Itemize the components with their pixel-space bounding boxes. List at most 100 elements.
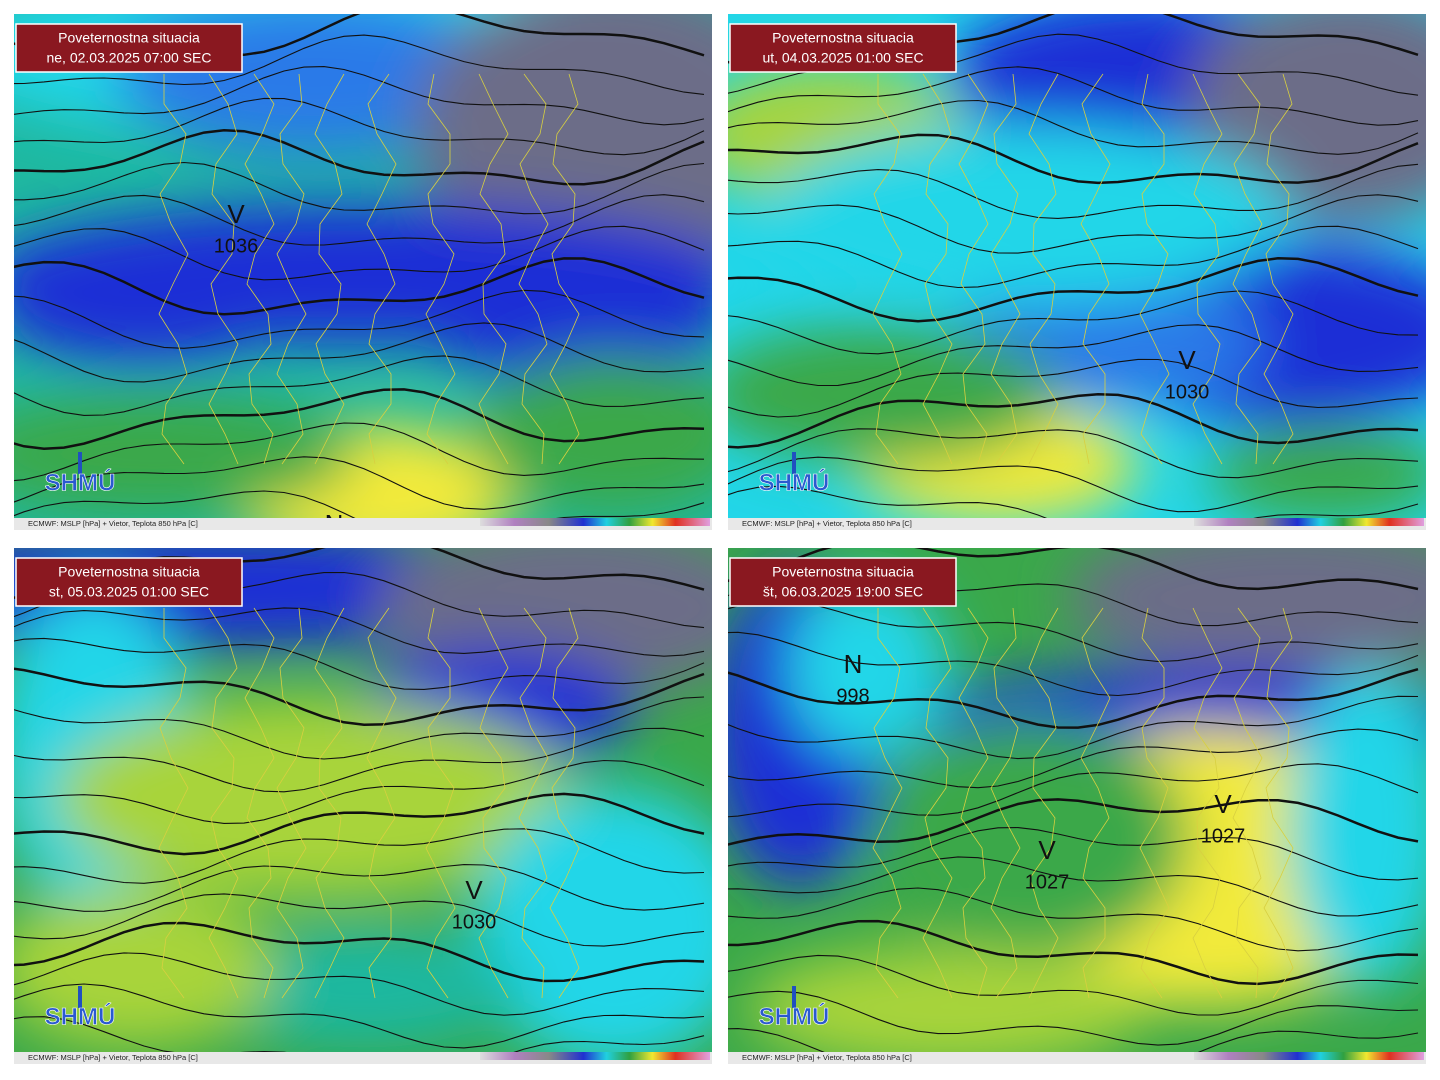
isobar xyxy=(728,631,1419,697)
isobar xyxy=(14,893,705,947)
border-line xyxy=(425,607,456,999)
color-scale xyxy=(1194,518,1424,526)
isobar xyxy=(14,983,705,1049)
footer: ECMWF: MSLP [hPa] + Vietor, Teplota 850 … xyxy=(28,1053,198,1062)
isobar xyxy=(728,954,1419,1016)
border-line xyxy=(1080,73,1111,465)
temp-region xyxy=(474,354,712,514)
border-line xyxy=(1028,73,1059,465)
title-box xyxy=(729,23,957,73)
border-line xyxy=(518,607,549,999)
border-line xyxy=(314,73,345,465)
pressure-symbol: V xyxy=(1178,345,1196,375)
pressure-symbol: N xyxy=(844,649,863,679)
isobar xyxy=(728,99,1419,155)
temp-region xyxy=(768,124,1288,304)
temp-region xyxy=(788,578,948,758)
temp-region xyxy=(1208,424,1426,524)
logo: SHMÚ xyxy=(759,1002,830,1030)
pressure-symbol: V xyxy=(227,199,245,229)
map-panel: N 998 V 1027 V 1027 SHMÚ Poveternostna situacia… xyxy=(728,548,1426,1064)
border-line xyxy=(276,607,307,999)
isobar xyxy=(728,163,1419,219)
isobar xyxy=(728,257,1419,323)
border-line xyxy=(1192,607,1223,999)
borders xyxy=(158,607,580,999)
pressure-value: 1036 xyxy=(214,235,259,257)
isobar xyxy=(14,161,705,215)
border-line xyxy=(1232,607,1263,999)
isobar xyxy=(14,952,705,1016)
isobar xyxy=(14,828,705,884)
temp-region xyxy=(14,888,274,1048)
temp-region xyxy=(14,244,294,364)
border-line xyxy=(1028,607,1059,999)
color-scale xyxy=(1194,1052,1424,1060)
border-line xyxy=(244,73,275,465)
border-line xyxy=(872,74,903,465)
isobar xyxy=(728,290,1419,355)
border-line xyxy=(276,73,307,465)
isobar xyxy=(14,422,705,482)
isobar xyxy=(14,727,705,793)
isobar xyxy=(14,1016,705,1064)
isobar xyxy=(14,792,705,856)
isobar xyxy=(14,97,705,156)
border-line xyxy=(244,607,275,999)
map-area: V 1030 SHMÚ xyxy=(728,14,1426,530)
border-line xyxy=(958,73,989,465)
border-line xyxy=(1192,73,1223,465)
title: Poveternostna situacia xyxy=(772,30,914,46)
borders xyxy=(158,73,580,465)
logo-mast xyxy=(78,452,82,474)
footer: ECMWF: MSLP [hPa] + Vietor, Teplota 850 … xyxy=(28,519,198,528)
color-scale xyxy=(480,1052,710,1060)
border-line xyxy=(549,607,580,999)
pressure-value: 1030 xyxy=(1165,381,1210,403)
temp-region xyxy=(54,698,574,898)
temp-region xyxy=(14,394,354,514)
map-panel: V 1030 SHMÚ Poveternostna situacia ut, 04.03… xyxy=(728,14,1426,530)
border-line xyxy=(1232,73,1263,465)
date: ut, 04.03.2025 01:00 SEC xyxy=(762,50,923,66)
isobar xyxy=(728,695,1419,760)
isobar xyxy=(728,827,1419,881)
border-line xyxy=(158,608,189,999)
logo-mast xyxy=(792,986,796,1008)
title: Poveternostna situacia xyxy=(58,564,200,580)
border-line xyxy=(314,607,345,999)
date: st, 05.03.2025 01:00 SEC xyxy=(49,584,209,600)
pressure-symbol: V xyxy=(1214,789,1232,819)
border-line xyxy=(1080,607,1111,999)
title-box xyxy=(15,23,243,73)
isobar xyxy=(14,128,705,186)
title-box xyxy=(15,557,243,607)
isobar xyxy=(728,798,1419,846)
border-line xyxy=(1139,73,1170,465)
pressure-symbol: V xyxy=(465,875,483,905)
isobar xyxy=(728,324,1419,387)
logo-mast xyxy=(78,986,82,1008)
pressure-symbol: V xyxy=(1038,835,1056,865)
border-line xyxy=(958,607,989,999)
temp-region xyxy=(474,788,712,1064)
isobar xyxy=(728,856,1419,917)
isobar xyxy=(14,490,705,530)
border-line xyxy=(872,608,903,999)
isobar xyxy=(14,637,705,690)
isobar xyxy=(728,990,1419,1046)
border-line xyxy=(366,607,397,999)
logo: SHMÚ xyxy=(45,468,116,496)
border-line xyxy=(366,73,397,465)
map-area: V 1030 SHMÚ xyxy=(14,548,712,1064)
isobar xyxy=(728,456,1419,513)
map-area: N 998 V 1027 V 1027 SHMÚ xyxy=(728,548,1426,1064)
title: Poveternostna situacia xyxy=(772,564,914,580)
temp-region xyxy=(748,948,1148,1064)
temp-region xyxy=(204,928,524,1048)
isobar xyxy=(14,355,705,416)
date: ne, 02.03.2025 07:00 SEC xyxy=(46,50,211,66)
border-line xyxy=(158,74,189,465)
pressure-value: 1030 xyxy=(452,911,497,933)
